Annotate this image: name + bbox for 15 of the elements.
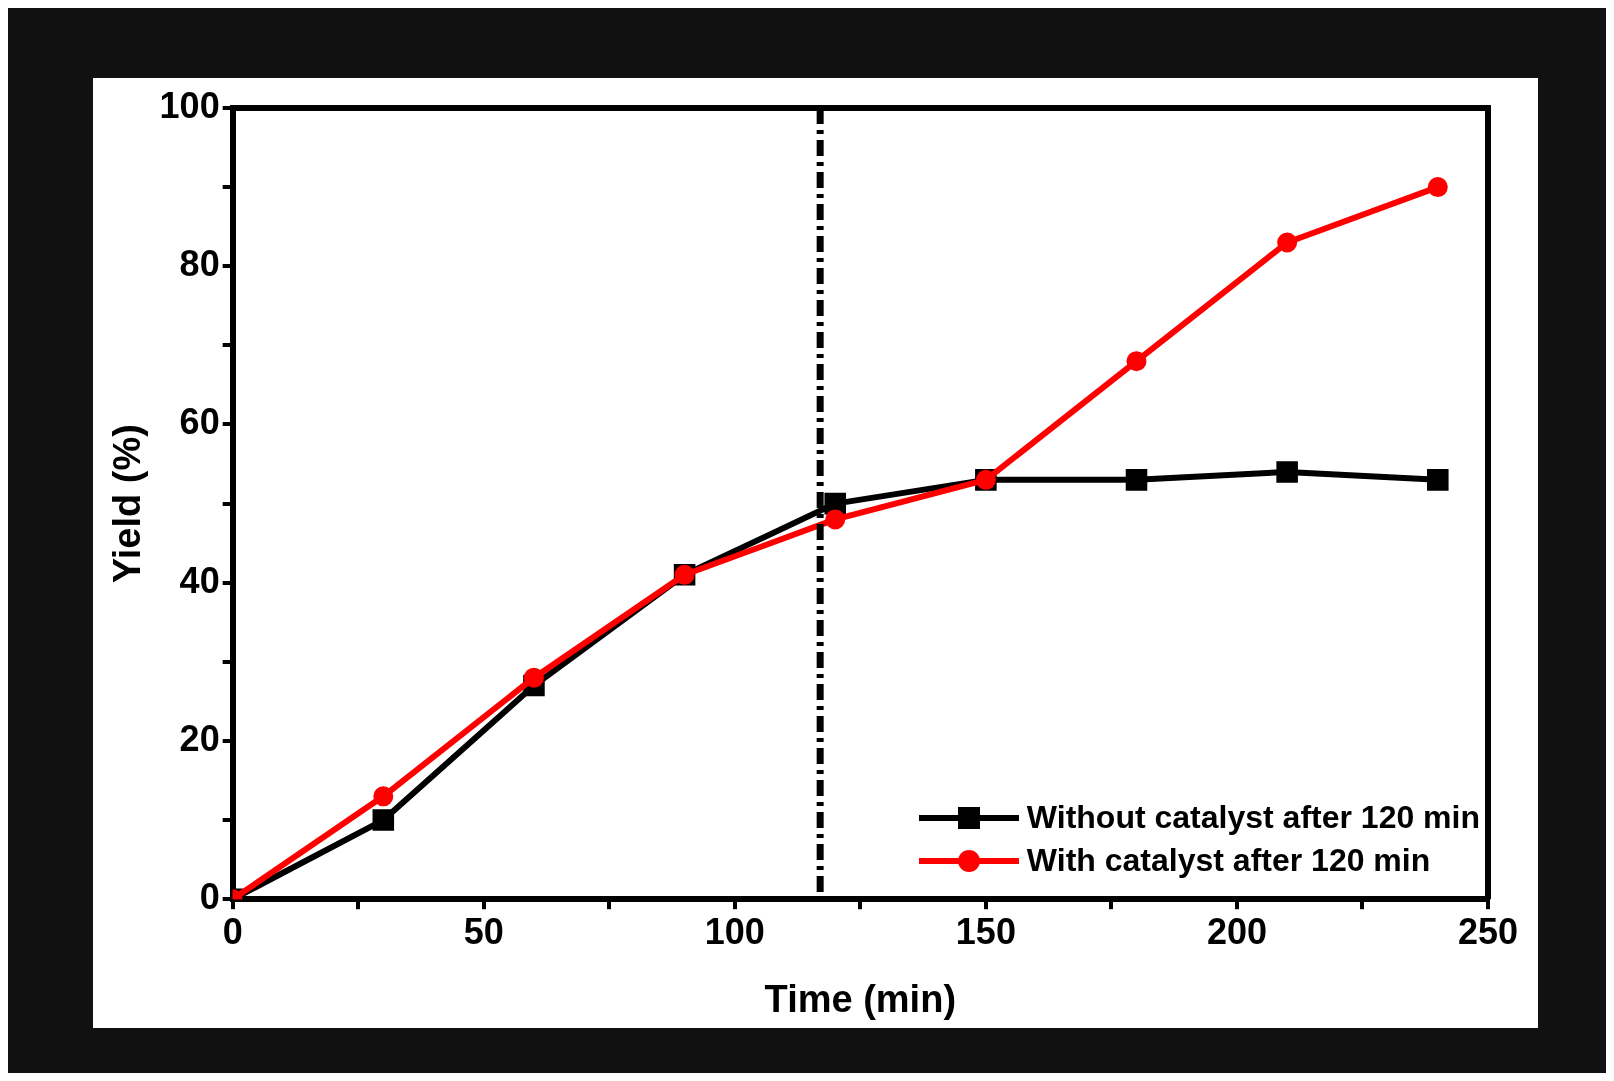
y-tick-label: 100 bbox=[159, 84, 220, 126]
y-tick-label: 20 bbox=[179, 717, 220, 759]
y-tick-label: 60 bbox=[179, 401, 220, 443]
x-tick-label: 150 bbox=[955, 910, 1016, 952]
legend-label: Without catalyst after 120 min bbox=[1026, 799, 1480, 837]
x-tick-label: 200 bbox=[1206, 910, 1267, 952]
y-tick-label: 80 bbox=[179, 243, 220, 285]
x-tick-label: 250 bbox=[1457, 910, 1519, 952]
x-tick-label: 100 bbox=[704, 910, 765, 952]
x-axis-title: Time (min) bbox=[764, 977, 957, 1020]
y-tick-label: 0 bbox=[199, 876, 220, 918]
legend-label: With catalyst after 120 min bbox=[1026, 842, 1431, 880]
x-tick-label: 50 bbox=[463, 910, 504, 952]
y-axis-title: Yield (%) bbox=[106, 424, 149, 584]
y-tick-label: 40 bbox=[179, 559, 220, 601]
